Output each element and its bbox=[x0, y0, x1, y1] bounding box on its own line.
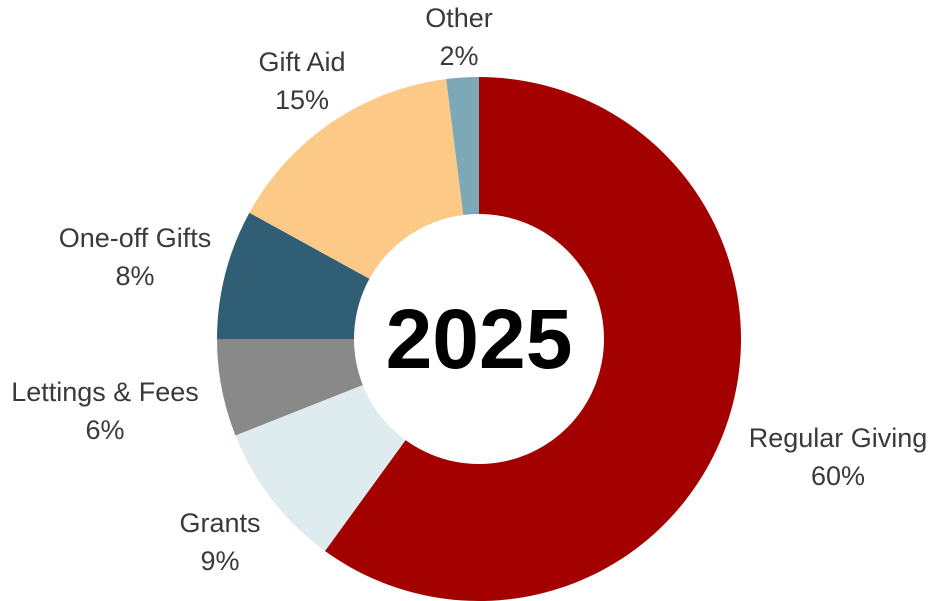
slice-label-name: Grants bbox=[179, 508, 260, 538]
slice-label-percent: 9% bbox=[200, 546, 239, 576]
slice-label-percent: 15% bbox=[275, 85, 329, 115]
slice-label-name: One-off Gifts bbox=[59, 223, 212, 253]
donut-hole bbox=[354, 214, 604, 464]
slice-label-percent: 6% bbox=[85, 415, 124, 445]
labels-group: Regular Giving 60% Grants 9% Lettings & Fees… bbox=[11, 3, 927, 576]
slice-label-name: Gift Aid bbox=[258, 47, 345, 77]
slice-label-percent: 8% bbox=[115, 261, 154, 291]
slice-label-name: Other bbox=[425, 3, 493, 33]
slice-label-name: Regular Giving bbox=[749, 423, 928, 453]
slice-label-percent: 60% bbox=[811, 461, 865, 491]
slice-label-name: Lettings & Fees bbox=[11, 377, 199, 407]
center-year-label: 2025 bbox=[386, 292, 573, 386]
slice-label-percent: 2% bbox=[439, 41, 478, 71]
